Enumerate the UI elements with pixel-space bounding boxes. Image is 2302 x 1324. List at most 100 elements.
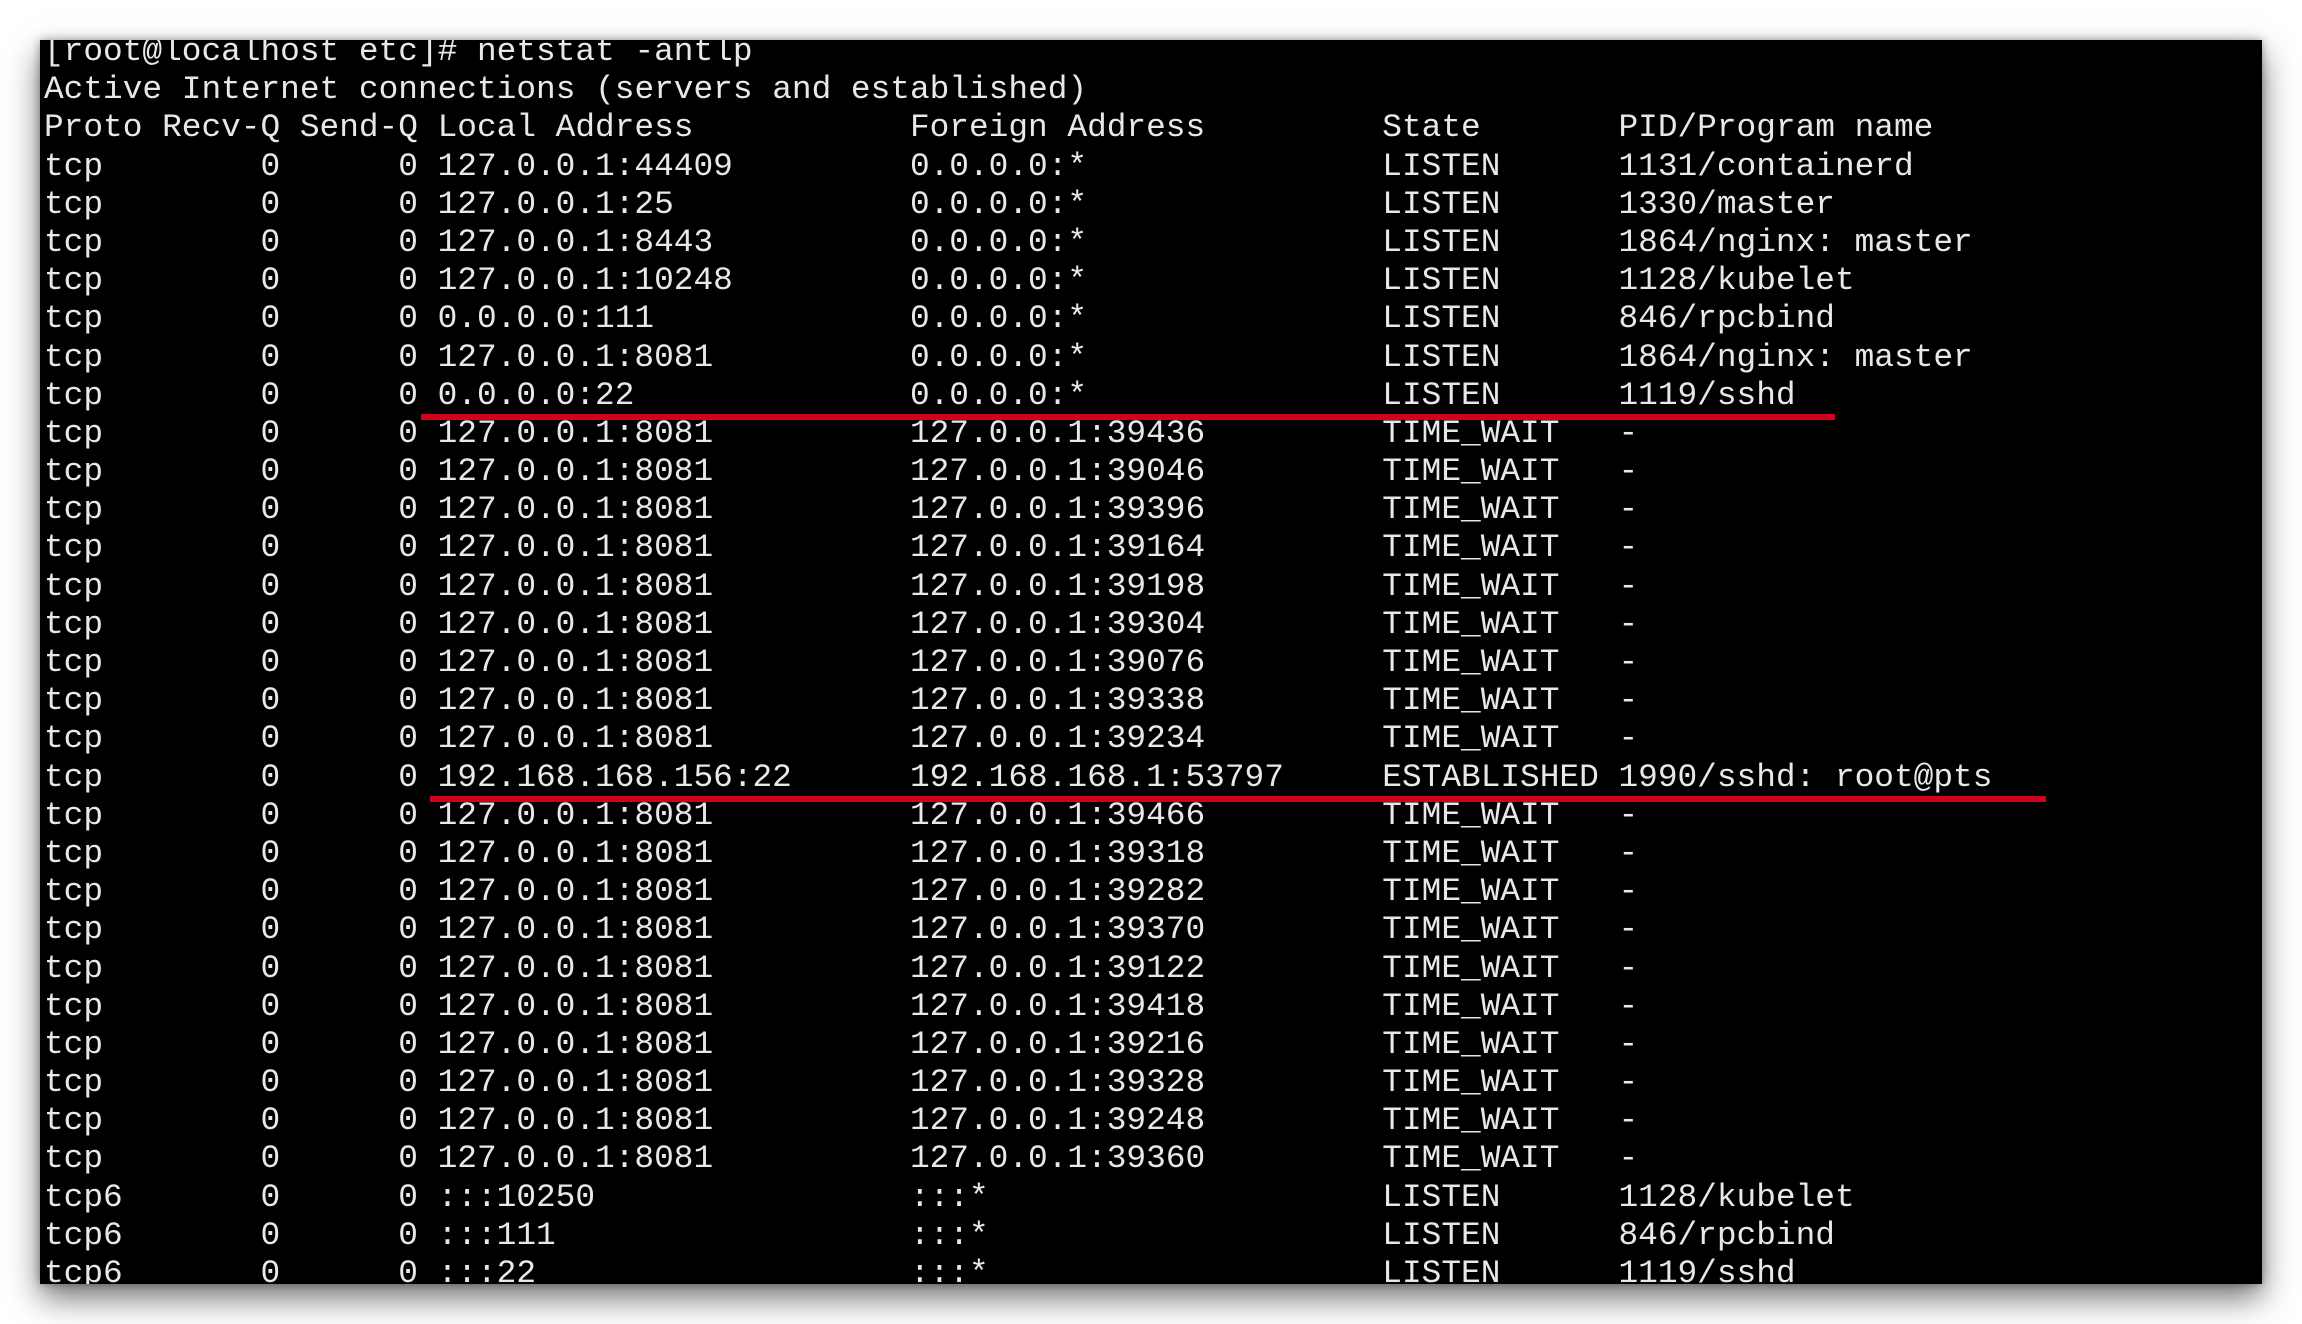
cell-state: LISTEN (1382, 223, 1501, 261)
cell-state: TIME_WAIT (1382, 414, 1560, 452)
cell-proto: tcp (44, 300, 104, 338)
connection-row: tcp 0 0 127.0.0.1:8081 127.0.0.1:39198 TIME_… (44, 568, 1992, 606)
cell-state: LISTEN (1382, 262, 1501, 300)
header-proto: Proto (44, 109, 143, 147)
cell-pid-program: 1128/kubelet (1618, 262, 1855, 300)
cell-state: TIME_WAIT (1382, 911, 1560, 949)
cell-send-q: 0 (398, 1025, 418, 1063)
cell-recv-q: 0 (260, 873, 281, 911)
cell-foreign-address: 127.0.0.1:39370 (909, 911, 1206, 949)
cell-proto: tcp (44, 644, 104, 681)
cell-pid-program: - (1618, 605, 1639, 643)
cell-proto: tcp (44, 987, 104, 1025)
cell-send-q: 0 (398, 1140, 418, 1178)
cell-foreign-address: 127.0.0.1:39436 (909, 414, 1206, 452)
connection-row: tcp6 0 0 :::22:::* LISTEN 1119/sshd (44, 1255, 1992, 1284)
cell-state: TIME_WAIT (1382, 1102, 1560, 1140)
cell-send-q: 0 (398, 567, 418, 605)
cell-send-q: 0 (398, 491, 418, 529)
cell-proto: tcp (44, 262, 104, 300)
cell-send-q: 0 (398, 720, 418, 758)
cell-pid-program: - (1618, 682, 1639, 720)
spacer (418, 682, 438, 720)
cell-send-q: 0 (398, 262, 418, 300)
cell-pid-program: - (1618, 796, 1639, 834)
cell-recv-q: 0 (260, 223, 281, 261)
cell-recv-q: 0 (260, 834, 281, 872)
cell-foreign-address: 127.0.0.1:39234 (909, 720, 1206, 758)
cell-local-address: 192.168.168.156:22 (437, 758, 792, 796)
cell-foreign-address: 127.0.0.1:39046 (909, 453, 1206, 491)
cell-state: TIME_WAIT (1382, 834, 1560, 872)
cell-pid-program: - (1618, 529, 1639, 567)
terminal-window[interactable]: [root@localhost etc]# netstat -antlp Act… (40, 40, 2262, 1284)
cell-proto: tcp (44, 1025, 104, 1063)
header-foreign-address: Foreign Address (909, 109, 1206, 147)
cell-local-address: 0.0.0.0:22 (437, 376, 635, 414)
cell-local-address: 127.0.0.1:8081 (437, 911, 714, 949)
spacer (418, 377, 438, 415)
cell-recv-q: 0 (260, 605, 281, 643)
cell-proto: tcp (44, 147, 104, 185)
spacer (418, 644, 438, 682)
cell-local-address: :::111 (437, 1216, 556, 1254)
cell-foreign-address: 0.0.0.0:* (909, 185, 1088, 223)
cell-proto: tcp (44, 185, 104, 223)
spacer (418, 186, 438, 224)
cell-send-q: 0 (398, 1064, 418, 1102)
cell-state: LISTEN (1382, 1255, 1501, 1284)
cell-pid-program: 846/rpcbind (1618, 300, 1835, 338)
cell-foreign-address: 127.0.0.1:39076 (909, 644, 1206, 681)
cell-local-address: 127.0.0.1:8081 (437, 491, 714, 529)
cell-state: TIME_WAIT (1382, 453, 1560, 491)
cell-pid-program: 1119/sshd (1618, 376, 1796, 414)
cell-proto: tcp (44, 873, 104, 911)
cell-foreign-address: 0.0.0.0:* (909, 262, 1088, 300)
spacer (418, 568, 438, 606)
header-pid-program: PID/Program name (1618, 109, 1934, 147)
cell-send-q: 0 (398, 147, 418, 185)
cell-pid-program: 1864/nginx: master (1618, 338, 1973, 376)
cell-pid-program: - (1618, 834, 1639, 872)
spacer (418, 262, 438, 300)
spacer (418, 1179, 438, 1217)
cell-local-address: 127.0.0.1:8081 (437, 873, 714, 911)
spacer (418, 1217, 438, 1255)
cell-recv-q: 0 (260, 147, 281, 185)
cell-local-address: 127.0.0.1:8081 (437, 834, 714, 872)
connection-row: tcp 0 0 0.0.0.0:111 0.0.0.0:* LISTEN 846/rpcb… (44, 300, 1992, 338)
cell-state: LISTEN (1382, 376, 1501, 414)
cell-foreign-address: 127.0.0.1:39396 (909, 491, 1206, 529)
connection-row: tcp 0 0 127.0.0.1:8081 127.0.0.1:39418 TIME_… (44, 988, 1992, 1026)
connection-row: tcp 0 0 127.0.0.1:8081 127.0.0.1:39164 TIME_… (44, 529, 1992, 567)
cell-local-address: 127.0.0.1:25 (437, 185, 674, 223)
cell-proto: tcp (44, 376, 104, 414)
cell-recv-q: 0 (260, 1102, 281, 1140)
cell-send-q: 0 (398, 644, 418, 681)
cell-pid-program: - (1618, 1064, 1639, 1102)
cell-state: ESTABLISHED (1382, 758, 1599, 796)
cell-pid-program: - (1618, 491, 1639, 529)
cell-send-q: 0 (398, 911, 418, 949)
cell-local-address: 127.0.0.1:44409 (437, 147, 733, 185)
cell-proto: tcp (44, 414, 104, 452)
cell-recv-q: 0 (260, 1255, 281, 1284)
cell-pid-program: 846/rpcbind (1618, 1216, 1835, 1254)
cell-foreign-address: :::* (909, 1216, 989, 1254)
cell-state: TIME_WAIT (1382, 949, 1560, 987)
cell-state: TIME_WAIT (1382, 1140, 1560, 1178)
cell-foreign-address: 127.0.0.1:39418 (909, 987, 1206, 1025)
connection-row: tcp6 0 0 :::10250:::* LISTEN 1128/kubelet (44, 1179, 1992, 1217)
cell-proto: tcp (44, 911, 104, 949)
cell-send-q: 0 (398, 223, 418, 261)
cell-proto: tcp (44, 338, 104, 376)
cell-recv-q: 0 (260, 567, 281, 605)
cell-recv-q: 0 (260, 1216, 281, 1254)
connection-row: tcp 0 0 127.0.0.1:8081 127.0.0.1:39248 TIME_… (44, 1102, 1992, 1140)
cell-proto: tcp (44, 605, 104, 643)
cell-send-q: 0 (398, 300, 418, 338)
header-local-address: Local Address (437, 109, 694, 147)
cell-local-address: 127.0.0.1:8081 (437, 529, 714, 567)
red-underline-annotation (430, 796, 2046, 802)
cell-recv-q: 0 (260, 262, 281, 300)
